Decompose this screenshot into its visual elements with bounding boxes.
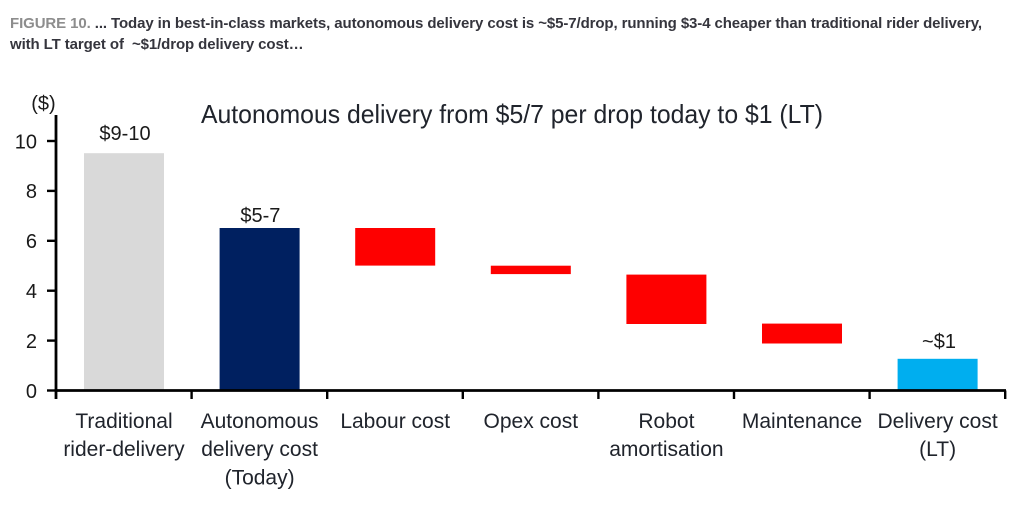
- svg-text:Labour cost: Labour cost: [340, 410, 450, 433]
- svg-text:2: 2: [26, 331, 37, 353]
- svg-text:Opex cost: Opex cost: [484, 410, 579, 433]
- svg-text:amortisation: amortisation: [609, 438, 723, 461]
- svg-text:($): ($): [31, 93, 55, 115]
- svg-text:$9-10: $9-10: [99, 123, 150, 145]
- svg-text:8: 8: [26, 181, 37, 203]
- svg-text:10: 10: [15, 131, 37, 153]
- svg-text:6: 6: [26, 231, 37, 253]
- svg-text:Autonomous delivery from $5/7: Autonomous delivery from $5/7 per drop t…: [201, 99, 823, 129]
- svg-text:~$1: ~$1: [922, 331, 956, 353]
- svg-text:0: 0: [26, 381, 37, 403]
- svg-text:Traditional: Traditional: [75, 410, 172, 433]
- svg-text:Delivery cost: Delivery cost: [877, 410, 997, 433]
- svg-text:Autonomous: Autonomous: [201, 410, 319, 433]
- svg-text:delivery cost: delivery cost: [201, 438, 318, 461]
- svg-text:Robot: Robot: [638, 410, 694, 433]
- svg-text:4: 4: [26, 281, 37, 303]
- svg-text:(Today): (Today): [225, 467, 295, 490]
- svg-text:Maintenance: Maintenance: [742, 410, 862, 433]
- svg-text:rider-delivery: rider-delivery: [63, 438, 185, 461]
- svg-text:(LT): (LT): [919, 438, 956, 461]
- svg-text:$5-7: $5-7: [240, 205, 280, 227]
